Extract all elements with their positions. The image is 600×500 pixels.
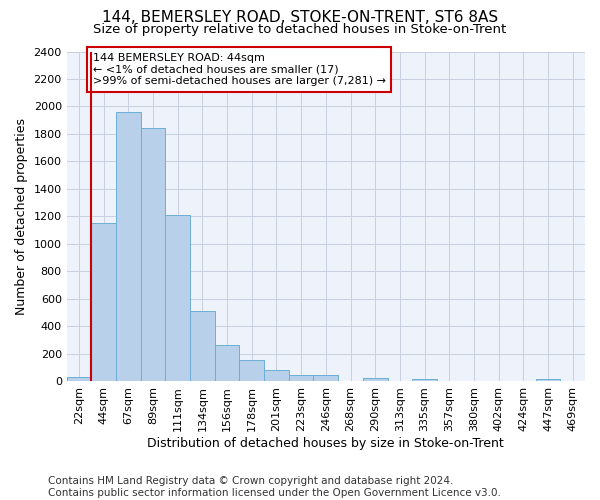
Bar [239,360,264,382]
Bar [190,310,215,382]
Text: 144 BEMERSLEY ROAD: 44sqm
← <1% of detached houses are smaller (17)
>99% of semi: 144 BEMERSLEY ROAD: 44sqm ← <1% of detac… [92,53,386,86]
X-axis label: Distribution of detached houses by size in Stoke-on-Trent: Distribution of detached houses by size … [148,437,504,450]
Bar [116,112,141,382]
Bar [363,378,388,382]
Bar [313,376,338,382]
Bar [91,224,116,382]
Bar [289,374,313,382]
Text: Contains HM Land Registry data © Crown copyright and database right 2024.
Contai: Contains HM Land Registry data © Crown c… [48,476,501,498]
Bar [412,379,437,382]
Bar [264,370,289,382]
Bar [67,378,91,382]
Bar [536,378,560,382]
Text: 144, BEMERSLEY ROAD, STOKE-ON-TRENT, ST6 8AS: 144, BEMERSLEY ROAD, STOKE-ON-TRENT, ST6… [102,10,498,25]
Bar [215,345,239,382]
Bar [166,215,190,382]
Y-axis label: Number of detached properties: Number of detached properties [15,118,28,315]
Text: Size of property relative to detached houses in Stoke-on-Trent: Size of property relative to detached ho… [94,22,506,36]
Bar [141,128,166,382]
